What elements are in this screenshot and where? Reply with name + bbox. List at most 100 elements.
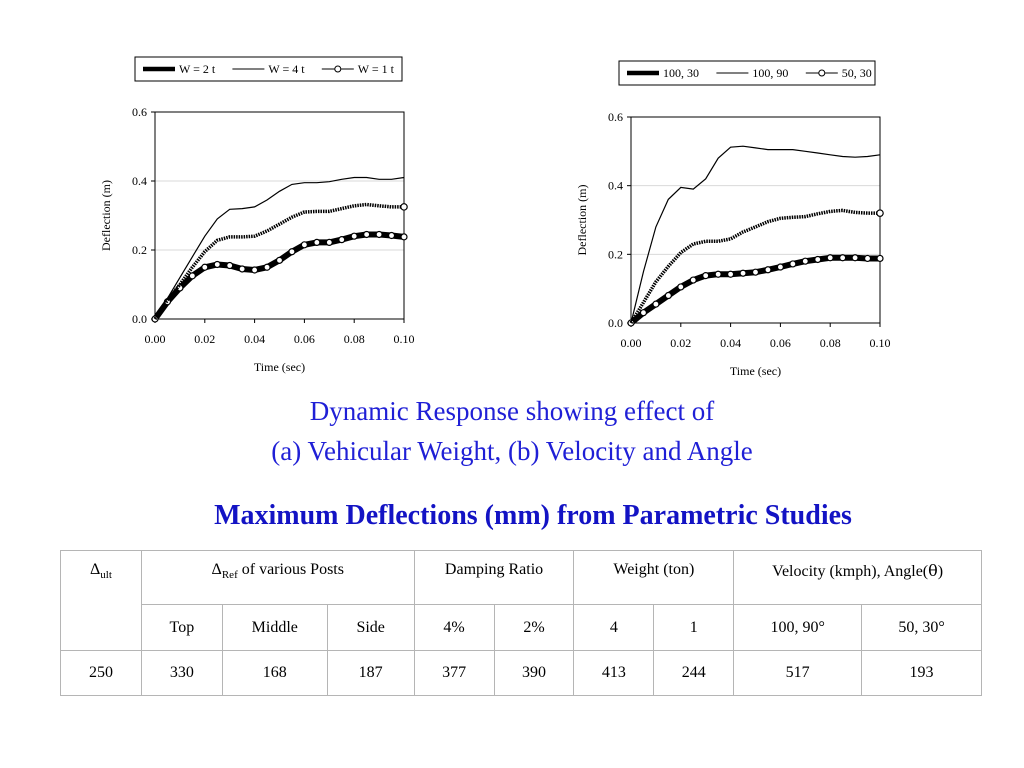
chart-a-legend-label: W = 4 t <box>268 62 305 76</box>
table-cell: 413 <box>573 650 655 696</box>
chart-a-point <box>300 241 308 249</box>
chart-b-xtick-label: 0.10 <box>870 336 891 350</box>
chart-b-point <box>876 254 884 263</box>
chart-b-point <box>839 254 847 262</box>
chart-b-legend-label: 50, 30 <box>842 66 872 80</box>
chart-a-plot-frame <box>154 111 405 320</box>
delta-ref-symbol: Δ <box>211 561 222 578</box>
chart-b-svg: 100, 30 100, 90 50, 30 0.0 0.2 0.4 0.6 0.00 0.02… <box>575 60 891 378</box>
chart-a-point <box>275 256 284 264</box>
chart-b-point <box>814 255 822 264</box>
subheader-cell: 50, 30° <box>861 604 982 651</box>
chart-b-ytick-label: 0.4 <box>608 179 623 193</box>
chart-b-point <box>702 272 710 280</box>
velocity-close: ) <box>937 563 944 580</box>
velocity-text: Velocity (kmph), Angle( <box>772 563 929 580</box>
chart-b-series-thin <box>630 145 881 324</box>
chart-b-ytick-label: 0.6 <box>608 110 623 124</box>
subheader-cell: 4 <box>573 604 655 651</box>
chart-b-point <box>739 269 747 277</box>
subheader-cell: 100, 90° <box>733 604 863 651</box>
chart-b-plot-frame <box>630 116 881 324</box>
header-velocity-angle: Velocity (kmph), Angle(θ) <box>733 550 982 605</box>
chart-a-point <box>338 236 346 244</box>
chart-a-point <box>325 238 333 247</box>
chart-a-ytick-label: 0.6 <box>132 105 147 119</box>
chart-b-point <box>714 270 722 278</box>
table-cell: 330 <box>140 650 223 696</box>
theta-symbol: θ <box>928 561 938 580</box>
chart-a-point <box>213 260 221 269</box>
chart-a-legend-label: W = 1 t <box>358 62 395 76</box>
chart-b-xtick-label: 0.04 <box>720 336 741 350</box>
chart-a-ytick-label: 0.0 <box>132 312 147 326</box>
subheader-cell: 2% <box>493 604 575 651</box>
chart-a-legend-marker <box>334 65 342 73</box>
chart-b-legend: 100, 30 100, 90 50, 30 <box>618 60 876 86</box>
chart-b-legend-marker <box>818 69 826 77</box>
chart-a-xtick-label: 0.10 <box>394 332 415 346</box>
header-ref-posts: ΔRef of various Posts <box>140 550 415 605</box>
chart-b-xtick-label: 0.02 <box>670 336 691 350</box>
table-cell: 390 <box>493 650 575 696</box>
chart-b-point <box>851 254 859 262</box>
chart-a-xtick-label: 0.08 <box>344 332 365 346</box>
chart-b-series-marker <box>629 208 880 324</box>
chart-b-point <box>789 260 797 268</box>
chart-a-ytick-label: 0.2 <box>132 243 147 257</box>
chart-a-xtick-label: 0.00 <box>145 332 166 346</box>
chart-a-point <box>375 230 383 239</box>
subheader-cell: 4% <box>413 604 495 651</box>
table-cell: 517 <box>733 650 863 696</box>
chart-a-point <box>363 230 371 239</box>
chart-a-point <box>350 232 358 240</box>
chart-a-point <box>313 238 321 247</box>
chart-b-point <box>826 254 834 262</box>
figure-caption: Dynamic Response showing effect of (a) V… <box>0 391 1024 471</box>
chart-b-ylabel: Deflection (m) <box>575 185 589 256</box>
chart-a-xtick-label: 0.04 <box>244 332 265 346</box>
chart-b-ytick-label: 0.0 <box>608 316 623 330</box>
chart-a-xlabel: Time (sec) <box>254 360 305 374</box>
chart-a-point <box>251 266 259 274</box>
delta-ref-subscript: Ref <box>221 569 238 582</box>
chart-b-ytick-label: 0.2 <box>608 247 623 261</box>
chart-b-xtick-label: 0.06 <box>770 336 791 350</box>
chart-b-point <box>689 276 697 284</box>
table-row: 250 330 168 187 377 390 413 244 517 193 <box>60 650 982 696</box>
chart-a-point <box>263 263 271 271</box>
chart-a-point <box>188 272 196 280</box>
chart-b-point <box>639 309 648 317</box>
chart-a-legend-frame <box>134 56 403 82</box>
chart-a-ylabel: Deflection (m) <box>99 180 113 251</box>
chart-b-series-thick <box>628 254 883 326</box>
table-cell: 250 <box>60 650 142 696</box>
chart-a-point <box>238 265 246 273</box>
chart-b-xlabel: Time (sec) <box>730 364 781 378</box>
chart-a-point <box>226 261 234 270</box>
chart-a-xtick-label: 0.06 <box>294 332 315 346</box>
chart-a-legend: W = 2 t W = 4 t W = 1 t <box>134 56 403 82</box>
table-header-row: Δult ΔRef of various Posts Damping Ratio… <box>60 550 982 651</box>
table-title: Maximum Deflections (mm) from Parametric… <box>214 500 852 531</box>
subheader-cell: Top <box>140 604 223 651</box>
chart-b-point <box>801 257 809 265</box>
chart-b-point <box>764 266 772 274</box>
delta-ult-subscript: ult <box>100 569 112 582</box>
table-cell: 244 <box>653 650 735 696</box>
chart-b-point <box>677 283 685 291</box>
header-delta-ult: Δult <box>60 550 142 651</box>
chart-b-point <box>751 268 760 276</box>
chart-b-point <box>664 291 672 300</box>
chart-velocity-angle: 100, 30 100, 90 50, 30 0.0 0.2 0.4 0.6 0.00 0.02… <box>570 0 900 390</box>
header-damping-ratio: Damping Ratio <box>413 550 575 605</box>
chart-a-svg: W = 2 t W = 4 t W = 1 t 0.0 0.2 0.4 0.6 0.00 0.0… <box>99 56 415 374</box>
chart-b-point <box>652 300 660 308</box>
chart-a-point <box>201 263 209 271</box>
chart-b-legend-label: 100, 30 <box>663 66 699 80</box>
chart-b-xtick-label: 0.00 <box>621 336 642 350</box>
chart-a-point <box>400 233 408 241</box>
subheader-cell: Middle <box>221 604 328 651</box>
table-cell: 377 <box>413 650 495 696</box>
chart-b-point <box>727 270 735 278</box>
